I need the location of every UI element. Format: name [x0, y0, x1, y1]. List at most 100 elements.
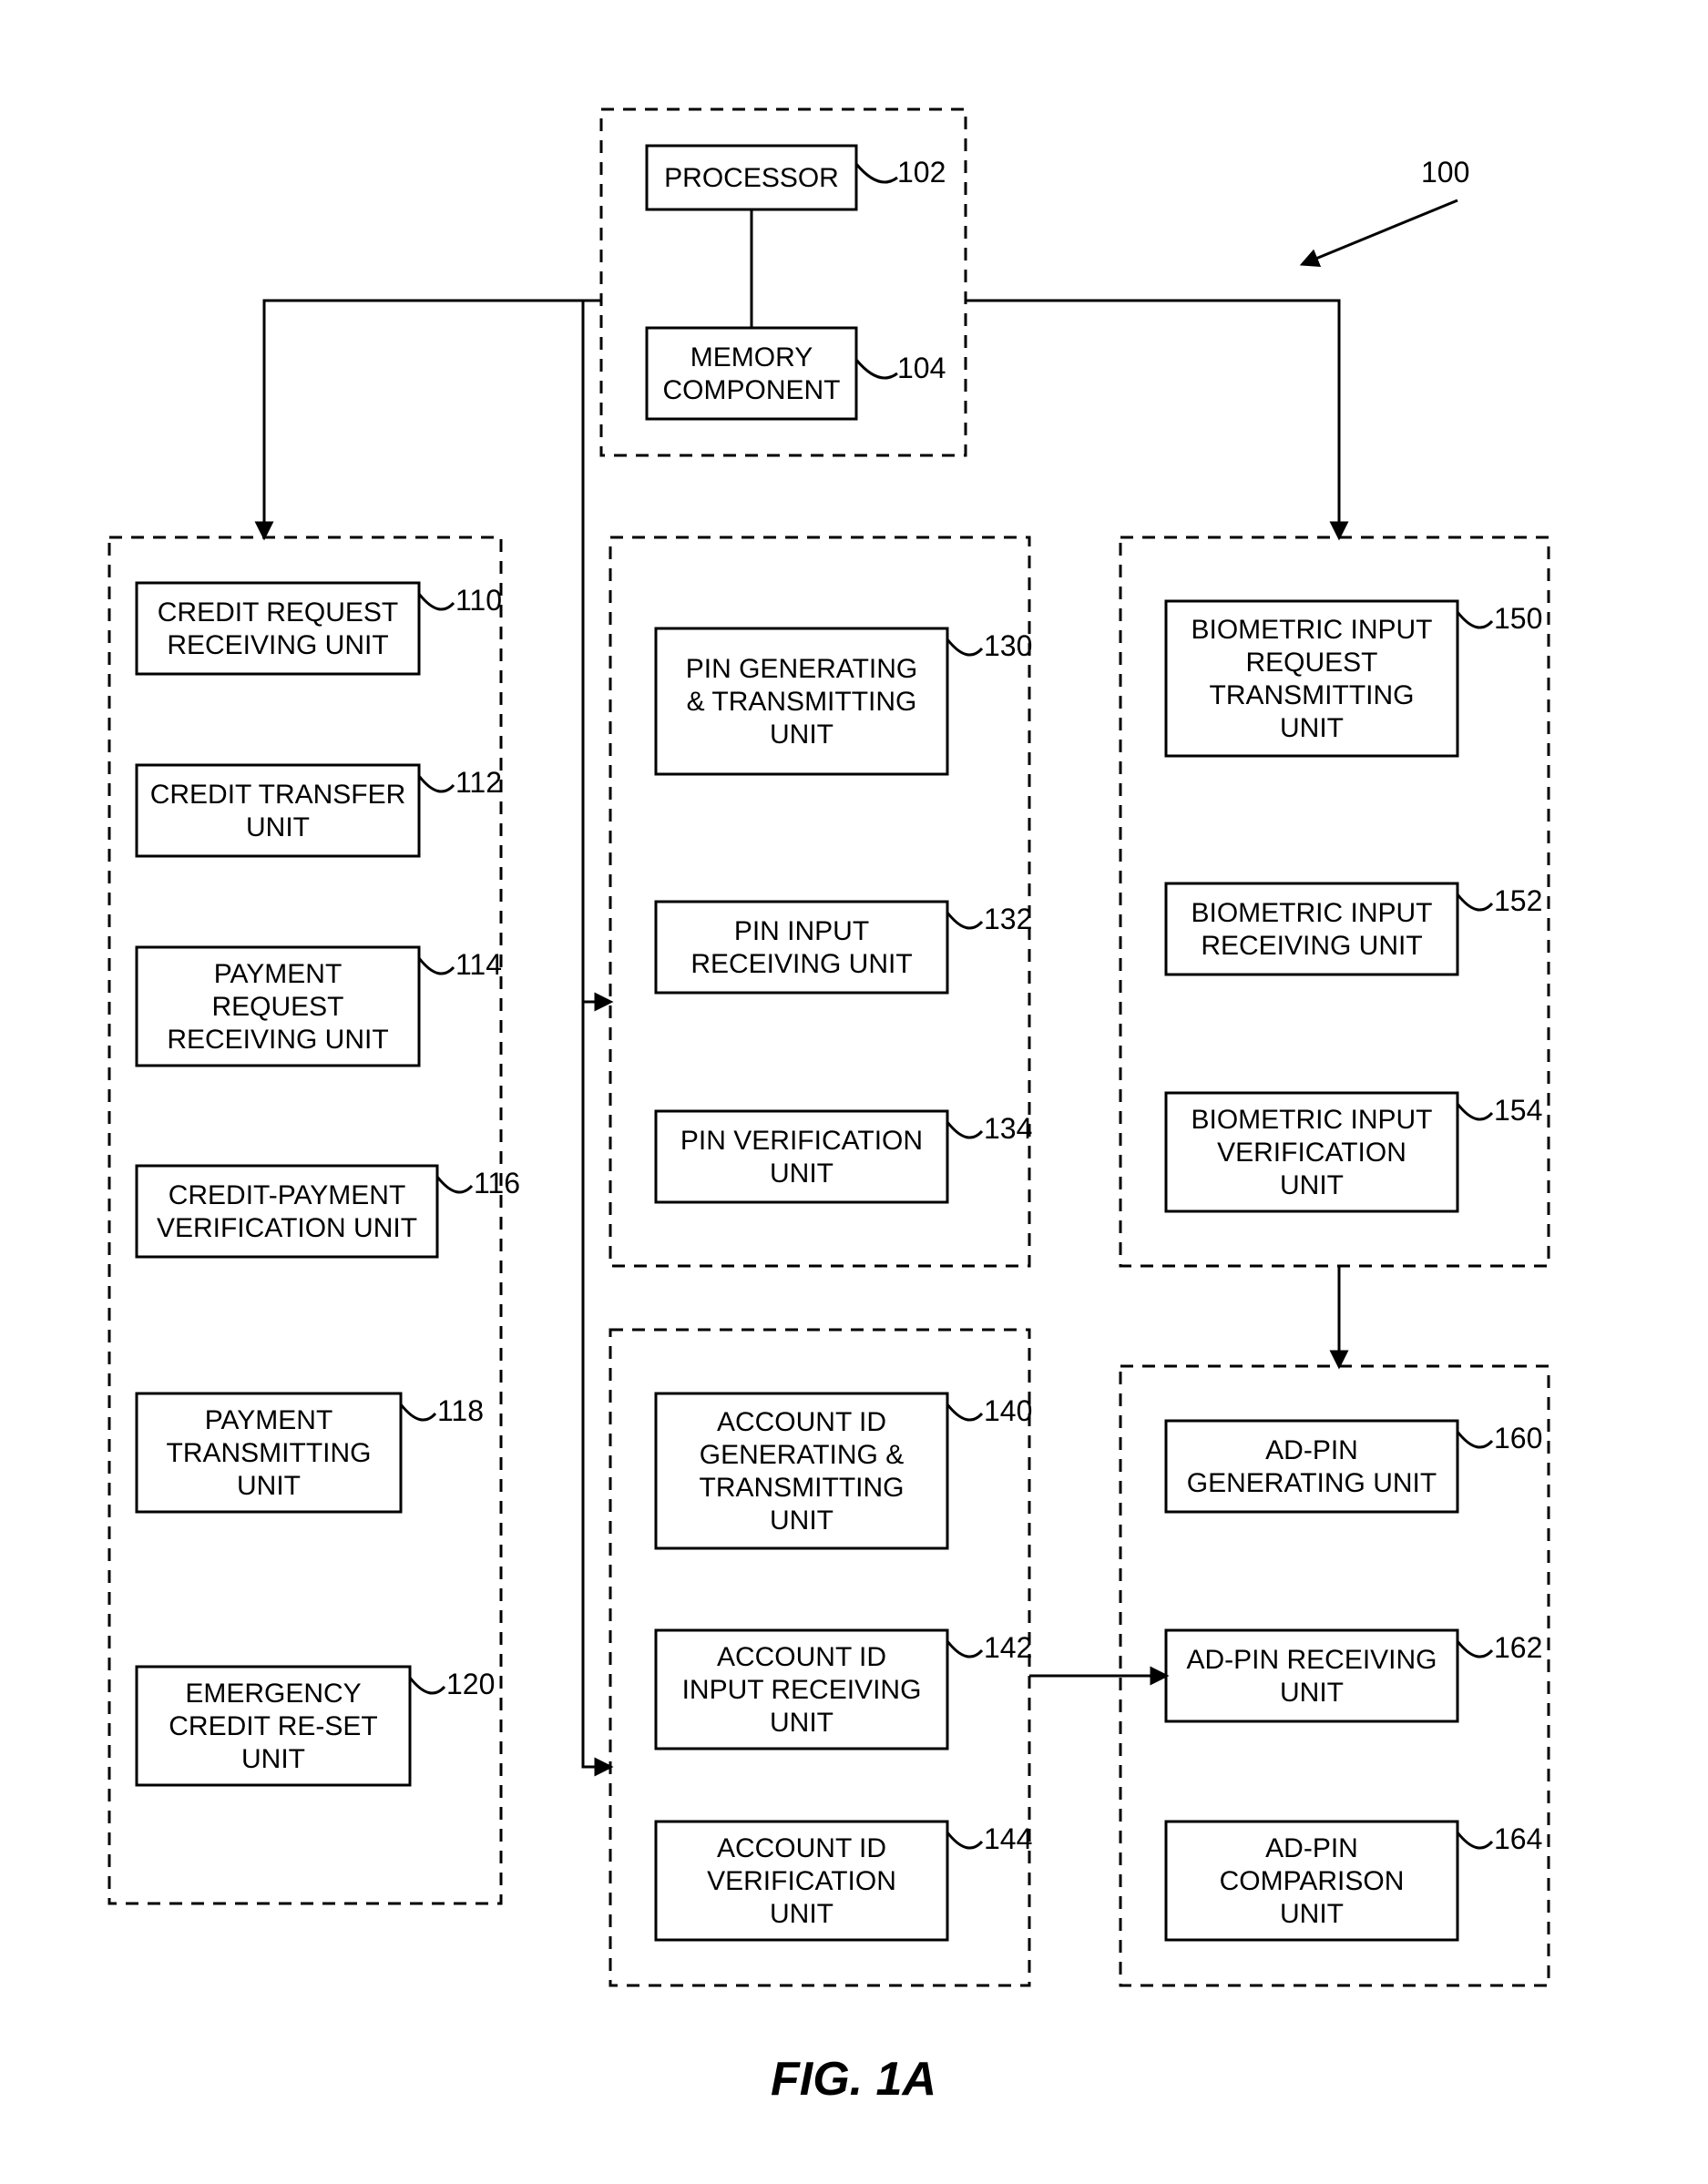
- col-left-ref-2-lead: [419, 958, 454, 974]
- col-right-bot-label-2: UNIT: [1280, 1899, 1344, 1929]
- col-left-box-3: [137, 1166, 437, 1257]
- bus-left: [264, 301, 601, 537]
- col-right-bot-box-1: [1166, 1630, 1457, 1721]
- col-left-label-4: UNIT: [237, 1471, 301, 1501]
- memory-ref: 104: [897, 352, 946, 384]
- system-ref-arrow: [1303, 200, 1457, 264]
- col-right-top-ref-1: 152: [1494, 884, 1542, 917]
- col-left-ref-1: 112: [455, 766, 502, 799]
- col-mid-bot-ref-0: 140: [984, 1394, 1032, 1427]
- col-mid-top-ref-0-lead: [947, 639, 982, 655]
- figure-caption: FIG. 1A: [771, 2053, 936, 2106]
- col-left-label-1: UNIT: [246, 812, 310, 842]
- bus-right: [966, 301, 1339, 537]
- col-mid-bot-ref-0-lead: [947, 1404, 982, 1420]
- memory-box: [647, 328, 856, 419]
- col-mid-top-label-0: & TRANSMITTING: [687, 687, 917, 717]
- col-right-bot-ref-0: 160: [1494, 1422, 1542, 1454]
- col-mid-bot-ref-1: 142: [984, 1631, 1032, 1664]
- col-left-ref-3-lead: [437, 1177, 472, 1192]
- col-right-bot-ref-2: 164: [1494, 1822, 1542, 1855]
- col-left-label-2: REQUEST: [211, 992, 343, 1022]
- col-mid-top-ref-1-lead: [947, 913, 982, 928]
- col-right-top-label-0: BIOMETRIC INPUT: [1191, 615, 1432, 645]
- col-left-ref-5-lead: [410, 1678, 445, 1693]
- col-mid-top-label-2: PIN VERIFICATION: [680, 1126, 923, 1156]
- col-mid-bot-label-1: UNIT: [770, 1708, 834, 1738]
- col-right-top-ref-1-lead: [1457, 894, 1492, 910]
- col-mid-top-label-2: UNIT: [770, 1158, 834, 1189]
- col-mid-bot-label-1: INPUT RECEIVING: [682, 1675, 922, 1705]
- col-left-ref-4: 118: [437, 1394, 484, 1427]
- col-mid-top-box-2: [656, 1111, 947, 1202]
- col-mid-top-box-1: [656, 902, 947, 993]
- col-left-label-1: CREDIT TRANSFER: [150, 780, 406, 810]
- col-left-ref-0: 110: [455, 584, 502, 617]
- col-left-ref-3: 116: [474, 1167, 520, 1199]
- col-left-ref-0-lead: [419, 594, 454, 609]
- col-mid-bot-label-0: UNIT: [770, 1505, 834, 1536]
- col-left-label-2: RECEIVING UNIT: [167, 1025, 388, 1055]
- col-right-top-label-1: BIOMETRIC INPUT: [1191, 898, 1432, 928]
- col-right-bot-ref-0-lead: [1457, 1432, 1492, 1447]
- col-mid-bot-label-0: GENERATING &: [700, 1440, 904, 1470]
- col-right-top-label-0: UNIT: [1280, 713, 1344, 743]
- col-right-top-label-0: REQUEST: [1245, 648, 1377, 678]
- col-left-label-3: VERIFICATION UNIT: [157, 1213, 417, 1243]
- col-mid-top-label-1: PIN INPUT: [734, 916, 869, 946]
- col-right-bot-ref-1: 162: [1494, 1631, 1542, 1664]
- bus-mid-2: [583, 1002, 610, 1767]
- col-left-label-4: TRANSMITTING: [167, 1438, 372, 1468]
- col-right-bot-box-0: [1166, 1421, 1457, 1512]
- col-right-bot-label-0: GENERATING UNIT: [1187, 1468, 1437, 1498]
- col-left-label-2: PAYMENT: [214, 959, 343, 989]
- col-mid-top-label-0: PIN GENERATING: [686, 654, 917, 684]
- col-right-top-label-2: UNIT: [1280, 1170, 1344, 1200]
- col-left-label-0: CREDIT REQUEST: [158, 597, 398, 628]
- col-mid-bot-ref-1-lead: [947, 1641, 982, 1657]
- processor-ref-lead: [856, 164, 897, 182]
- col-right-top-label-0: TRANSMITTING: [1210, 680, 1415, 710]
- col-right-bot-ref-2-lead: [1457, 1832, 1492, 1848]
- col-mid-bot-label-0: ACCOUNT ID: [717, 1407, 886, 1437]
- col-mid-top-ref-0: 130: [984, 629, 1032, 662]
- bus-mid-1: [583, 301, 610, 1002]
- col-left-ref-5: 120: [446, 1668, 495, 1700]
- col-left-ref-4-lead: [401, 1404, 435, 1420]
- col-left-label-0: RECEIVING UNIT: [167, 630, 388, 660]
- col-left-label-5: EMERGENCY: [185, 1679, 361, 1709]
- col-mid-bot-label-0: TRANSMITTING: [700, 1473, 905, 1503]
- col-right-bot-label-2: COMPARISON: [1220, 1866, 1405, 1896]
- col-mid-top-ref-2: 134: [984, 1112, 1032, 1145]
- col-left-ref-1-lead: [419, 776, 454, 791]
- col-right-top-ref-2-lead: [1457, 1104, 1492, 1119]
- col-right-bot-label-1: AD-PIN RECEIVING: [1186, 1645, 1437, 1675]
- col-left-label-4: PAYMENT: [205, 1405, 333, 1435]
- col-right-top-label-2: BIOMETRIC INPUT: [1191, 1105, 1432, 1135]
- col-mid-top-ref-1: 132: [984, 903, 1032, 935]
- col-mid-top-ref-2-lead: [947, 1122, 982, 1138]
- col-right-top-ref-0-lead: [1457, 612, 1492, 628]
- col-right-bot-label-1: UNIT: [1280, 1678, 1344, 1708]
- col-right-top-label-2: VERIFICATION: [1217, 1138, 1406, 1168]
- col-mid-bot-ref-2: 144: [984, 1822, 1032, 1855]
- col-right-bot-ref-1-lead: [1457, 1641, 1492, 1657]
- col-left-label-3: CREDIT-PAYMENT: [169, 1180, 406, 1210]
- col-right-top-ref-2: 154: [1494, 1094, 1542, 1127]
- col-left-label-5: UNIT: [241, 1744, 305, 1774]
- memory-label: COMPONENT: [663, 375, 841, 405]
- col-mid-bot-label-2: ACCOUNT ID: [717, 1833, 886, 1863]
- col-right-bot-label-0: AD-PIN: [1265, 1435, 1358, 1465]
- system-ref: 100: [1421, 156, 1469, 189]
- col-mid-bot-label-2: UNIT: [770, 1899, 834, 1929]
- col-left-ref-2: 114: [455, 948, 502, 981]
- col-mid-top-label-1: RECEIVING UNIT: [690, 949, 912, 979]
- processor-ref: 102: [897, 156, 946, 189]
- col-right-top-box-1: [1166, 883, 1457, 975]
- memory-label: MEMORY: [690, 342, 813, 373]
- col-left-box-1: [137, 765, 419, 856]
- processor-label: PROCESSOR: [664, 163, 839, 193]
- col-mid-bot-ref-2-lead: [947, 1832, 982, 1848]
- col-left-box-0: [137, 583, 419, 674]
- col-right-top-ref-0: 150: [1494, 602, 1542, 635]
